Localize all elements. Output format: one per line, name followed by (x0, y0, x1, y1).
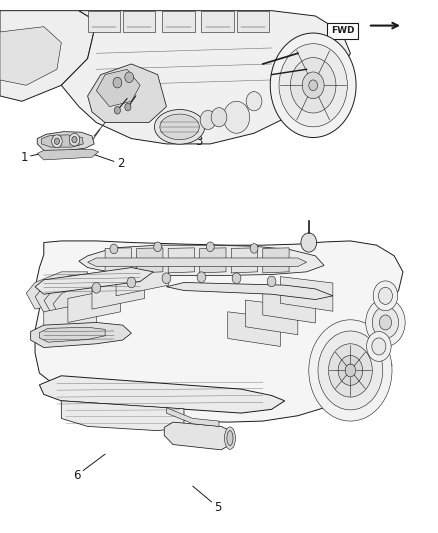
Circle shape (125, 72, 134, 83)
Circle shape (301, 233, 317, 252)
Circle shape (270, 33, 356, 138)
Circle shape (328, 344, 372, 397)
Circle shape (378, 287, 392, 304)
Circle shape (373, 281, 398, 311)
Text: 3: 3 (173, 131, 203, 148)
Polygon shape (92, 274, 145, 309)
Circle shape (338, 356, 363, 385)
Ellipse shape (154, 110, 205, 144)
Circle shape (125, 103, 131, 111)
Polygon shape (26, 272, 88, 309)
Polygon shape (200, 248, 226, 273)
Circle shape (290, 58, 336, 113)
Circle shape (162, 273, 171, 284)
Polygon shape (44, 279, 106, 317)
Polygon shape (105, 248, 131, 273)
Polygon shape (68, 288, 120, 322)
Polygon shape (123, 11, 155, 32)
Text: 1: 1 (20, 148, 68, 164)
Polygon shape (162, 11, 195, 32)
Circle shape (114, 107, 120, 114)
Polygon shape (168, 248, 194, 273)
Polygon shape (39, 376, 285, 413)
Text: 4: 4 (90, 100, 116, 115)
Circle shape (379, 315, 392, 330)
Circle shape (197, 272, 206, 282)
Circle shape (318, 331, 383, 410)
Circle shape (69, 133, 80, 146)
Text: 5: 5 (193, 486, 222, 514)
Polygon shape (96, 69, 140, 107)
Polygon shape (35, 276, 96, 313)
Polygon shape (166, 282, 333, 300)
Circle shape (54, 138, 60, 144)
Circle shape (246, 92, 262, 111)
Circle shape (250, 244, 258, 253)
Polygon shape (201, 11, 234, 32)
Circle shape (127, 277, 136, 288)
Polygon shape (44, 301, 96, 336)
Polygon shape (164, 422, 232, 450)
Circle shape (372, 306, 399, 338)
Circle shape (154, 242, 162, 252)
Polygon shape (53, 282, 114, 320)
Text: 2: 2 (94, 155, 124, 170)
Polygon shape (39, 327, 105, 342)
Circle shape (200, 110, 216, 130)
Polygon shape (79, 245, 324, 276)
Circle shape (367, 332, 391, 361)
Polygon shape (42, 135, 83, 147)
Circle shape (372, 338, 386, 355)
Polygon shape (37, 149, 99, 160)
Ellipse shape (227, 431, 233, 446)
Circle shape (110, 244, 118, 254)
Polygon shape (166, 408, 219, 426)
Polygon shape (137, 248, 163, 273)
Polygon shape (228, 312, 280, 346)
Circle shape (345, 364, 356, 377)
Polygon shape (263, 248, 289, 273)
Polygon shape (35, 268, 153, 294)
Polygon shape (61, 401, 184, 431)
Polygon shape (280, 277, 333, 311)
Circle shape (302, 72, 324, 99)
Circle shape (72, 136, 77, 143)
Ellipse shape (225, 427, 236, 449)
Circle shape (223, 101, 250, 133)
Polygon shape (31, 322, 131, 348)
Polygon shape (237, 11, 269, 32)
Text: 6: 6 (73, 454, 105, 482)
Polygon shape (0, 11, 96, 101)
Polygon shape (61, 11, 350, 144)
Polygon shape (0, 27, 61, 85)
Circle shape (92, 282, 101, 293)
Circle shape (267, 276, 276, 287)
Circle shape (366, 298, 405, 346)
Circle shape (309, 80, 318, 91)
Circle shape (232, 273, 241, 284)
Polygon shape (231, 248, 258, 273)
Ellipse shape (160, 114, 199, 140)
Polygon shape (263, 288, 315, 323)
Circle shape (206, 242, 214, 252)
Circle shape (211, 108, 227, 127)
Polygon shape (88, 258, 307, 266)
Polygon shape (88, 64, 166, 123)
Polygon shape (245, 300, 298, 335)
Circle shape (113, 77, 122, 88)
Polygon shape (37, 132, 94, 150)
Text: FWD: FWD (331, 27, 354, 35)
Polygon shape (88, 11, 120, 32)
Polygon shape (35, 241, 403, 422)
Circle shape (309, 320, 392, 421)
Circle shape (279, 44, 347, 127)
Polygon shape (116, 261, 169, 296)
Circle shape (52, 135, 62, 148)
